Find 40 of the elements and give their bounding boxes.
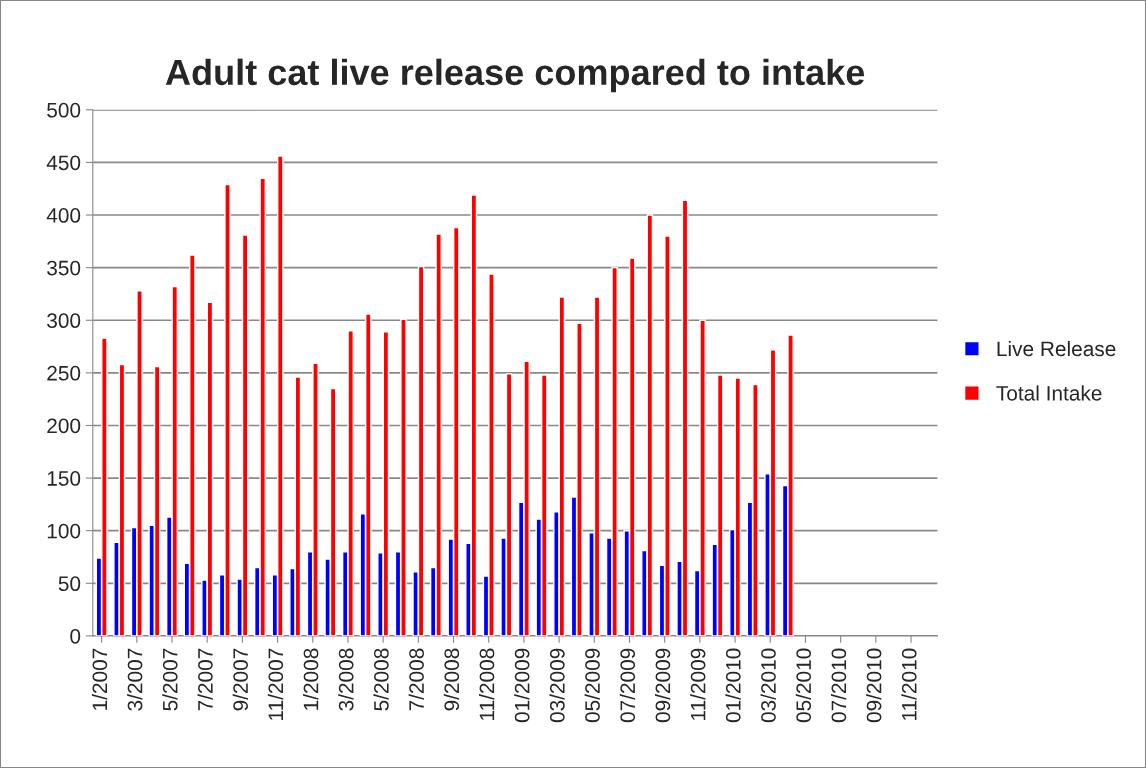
- x-tick-label: 05/2010: [795, 648, 812, 723]
- x-tick-label: 9/2008: [443, 648, 460, 711]
- y-tick-label: 450: [46, 155, 81, 171]
- y-tick-label: 100: [47, 523, 81, 539]
- x-tick-label: 7/2007: [197, 648, 213, 711]
- x-tick-label: 11/2008: [479, 648, 495, 720]
- x-tick-label: 11/2007: [267, 648, 284, 720]
- x-tick-label: 11/2010: [901, 648, 917, 720]
- y-tick-label: 500: [47, 102, 81, 118]
- x-tick-label: 03/2009: [549, 648, 565, 723]
- legend-label: Live Release: [997, 340, 1116, 357]
- chart-title: Adult cat live release compared to intake: [165, 58, 865, 93]
- x-tick-label: 3/2008: [338, 648, 354, 711]
- x-tick-label: 05/2009: [584, 648, 600, 723]
- x-tick-label: 9/2007: [232, 648, 248, 711]
- x-tick-label: 1/2008: [303, 648, 319, 710]
- x-tick-label: 5/2007: [162, 648, 178, 711]
- y-tick-label: 200: [47, 418, 81, 434]
- x-tick-label: 1/2007: [91, 648, 108, 710]
- y-tick-label: 50: [58, 576, 81, 592]
- legend-label: Total Intake: [996, 385, 1102, 401]
- x-tick-label: 01/2010: [725, 648, 741, 723]
- x-tick-label: 7/2008: [408, 648, 424, 711]
- bar: [452, 226, 460, 636]
- x-tick-label: 3/2007: [127, 648, 143, 711]
- bar: [540, 374, 548, 636]
- y-tick-label: 150: [47, 471, 81, 486]
- x-tick-label: 07/2009: [619, 648, 636, 723]
- x-tick-label: 03/2010: [760, 648, 776, 723]
- y-tick-label: 400: [46, 208, 81, 223]
- x-tick-label: 11/2009: [690, 648, 706, 720]
- x-tick-label: 5/2008: [373, 648, 389, 711]
- y-tick-label: 350: [47, 260, 81, 276]
- y-tick-label: 300: [47, 313, 81, 329]
- y-tick-label: 0: [70, 628, 81, 644]
- y-tick-label: 250: [47, 365, 81, 381]
- x-tick-label: 07/2010: [830, 648, 847, 723]
- x-tick-label: 01/2009: [514, 648, 530, 723]
- x-tick-label: 09/2009: [654, 648, 671, 723]
- x-tick-label: 09/2010: [866, 648, 882, 723]
